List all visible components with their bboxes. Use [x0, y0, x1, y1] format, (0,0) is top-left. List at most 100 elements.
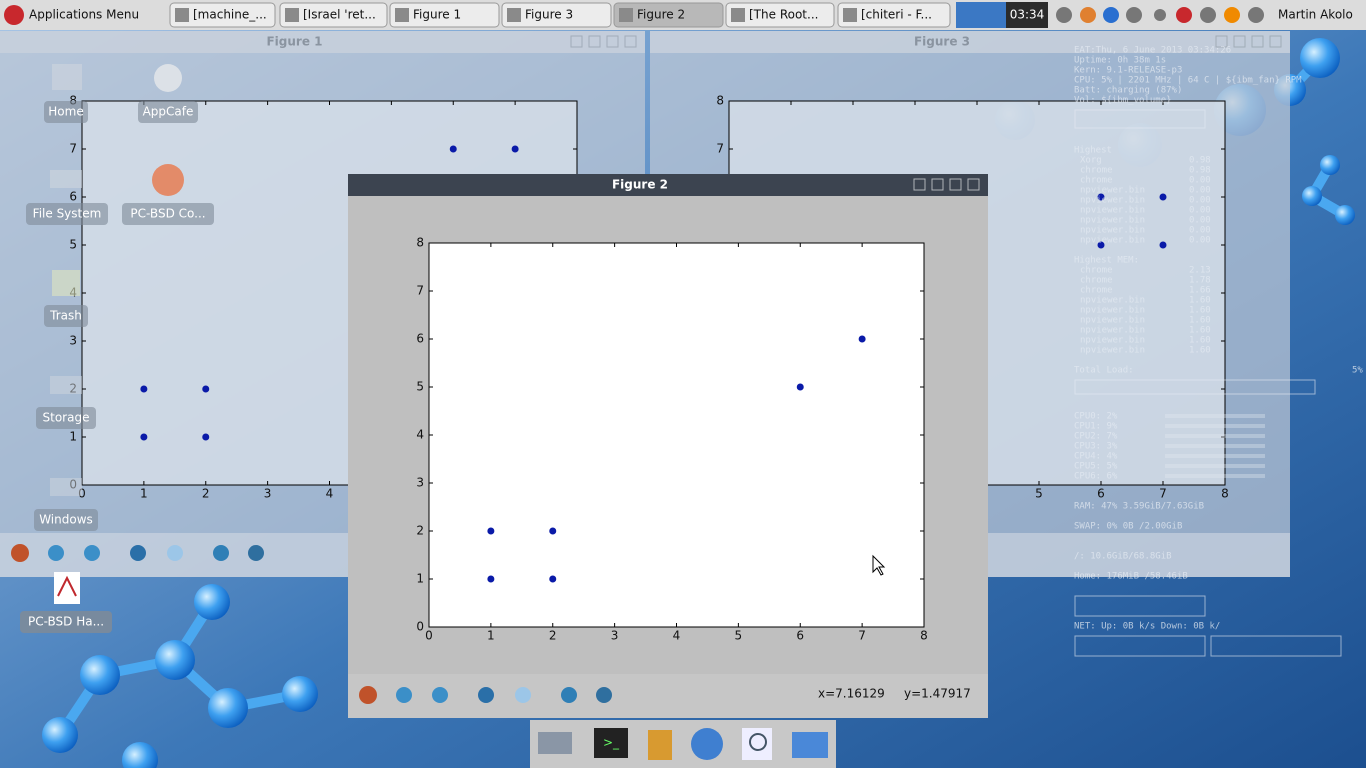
conky-text: CPU2: 7% [1074, 432, 1118, 442]
conky-text: CPU: 5% | 2201 MHz | 64 C | ${ibm_fan} R… [1074, 76, 1302, 86]
title-bar [0, 31, 645, 53]
conky-text: Uptime: 0h 38m 1s [1074, 56, 1166, 66]
y-tick-label: 0 [416, 620, 424, 634]
icon-label[interactable]: Storage [43, 411, 90, 425]
conky-text: 1.60 [1189, 306, 1211, 316]
conky-text: 0.00 [1189, 216, 1211, 226]
toolbar-button[interactable] [48, 545, 64, 561]
task-label[interactable]: Figure 1 [413, 8, 461, 22]
toolbar-button[interactable] [561, 687, 577, 703]
task-label[interactable]: [chiteri - F... [861, 8, 932, 22]
y-tick-label: 8 [716, 94, 724, 108]
conky-text: 0.00 [1189, 196, 1211, 206]
task-label[interactable]: [The Root... [749, 8, 818, 22]
title-button[interactable] [913, 178, 926, 191]
task-button[interactable] [613, 2, 724, 28]
toolbar-button[interactable] [84, 545, 100, 561]
user-name[interactable]: Martin Akolo [1278, 8, 1353, 22]
conky-text: CPU3: 3% [1074, 442, 1118, 452]
title-button[interactable] [1269, 35, 1282, 48]
title-button[interactable] [1251, 35, 1264, 48]
conky-text: npviewer.bin [1080, 226, 1145, 236]
applications-menu[interactable]: Applications Menu [29, 8, 139, 22]
conky-text: npviewer.bin [1080, 186, 1145, 196]
title-button[interactable] [1233, 35, 1246, 48]
conky-text: 1.60 [1189, 316, 1211, 326]
task-button[interactable] [169, 2, 276, 28]
conky-graph [1074, 595, 1206, 617]
task-label[interactable]: [machine_... [193, 8, 267, 22]
task-label[interactable]: Figure 3 [525, 8, 573, 22]
task-icon [731, 8, 745, 22]
title-button[interactable] [967, 178, 980, 191]
toolbar-button[interactable] [596, 687, 612, 703]
task-icon [507, 8, 521, 22]
y-tick-label: 4 [416, 428, 424, 442]
data-point [140, 385, 148, 393]
y-tick-label: 8 [416, 236, 424, 250]
icon-label[interactable]: AppCafe [143, 105, 194, 119]
data-point [511, 145, 519, 153]
conky-text: npviewer.bin [1080, 216, 1145, 226]
conky-text: Highest MEM: [1074, 256, 1139, 266]
toolbar-button[interactable] [478, 687, 494, 703]
icon-label[interactable]: Trash [49, 309, 82, 323]
conky-text: npviewer.bin [1080, 306, 1145, 316]
data-point [1159, 193, 1167, 201]
conky-text: 0.00 [1189, 206, 1211, 216]
conky-text: npviewer.bin [1080, 236, 1145, 246]
task-button[interactable] [837, 2, 951, 28]
x-tick-label: 8 [920, 629, 928, 643]
title-button[interactable] [588, 35, 601, 48]
x-tick-label: 4 [673, 629, 681, 643]
x-tick-label: 6 [796, 629, 804, 643]
task-button[interactable] [725, 2, 835, 28]
conky-text: npviewer.bin [1080, 206, 1145, 216]
conky-text: CPU6: 6% [1074, 472, 1118, 482]
task-button[interactable] [389, 2, 500, 28]
title-button[interactable] [931, 178, 944, 191]
toolbar-button[interactable] [432, 687, 448, 703]
title-button[interactable] [606, 35, 619, 48]
x-tick-label: 8 [1221, 487, 1229, 501]
conky-text: 0.00 [1189, 186, 1211, 196]
toolbar-button[interactable] [359, 686, 377, 704]
window-title: Figure 3 [914, 35, 970, 49]
x-tick-label: 5 [735, 629, 743, 643]
icon-label[interactable]: Home [48, 105, 83, 119]
data-point [487, 575, 495, 583]
cpu-bar [1165, 454, 1265, 458]
toolbar-button[interactable] [248, 545, 264, 561]
title-button[interactable] [624, 35, 637, 48]
icon-label[interactable]: PC-BSD Co... [130, 207, 205, 221]
toolbar-button[interactable] [11, 544, 29, 562]
toolbar-button[interactable] [515, 687, 531, 703]
y-tick-label: 7 [716, 142, 724, 156]
x-tick-label: 1 [140, 487, 148, 501]
toolbar-button[interactable] [167, 545, 183, 561]
task-button[interactable] [501, 2, 612, 28]
figure-2-window[interactable]: Figure 2 0 1 2 3 4 5 6 7 8 0 1 2 3 4 5 6 7 8 x=7.16129 y=1.4… [348, 174, 988, 718]
conky-text: RAM: 47% 3.59GiB/7.63GiB [1074, 502, 1204, 512]
title-button[interactable] [949, 178, 962, 191]
title-button[interactable] [1215, 35, 1228, 48]
plot-area [428, 242, 925, 628]
data-point [202, 433, 210, 441]
icon-label[interactable]: Windows [39, 513, 93, 527]
icon-label[interactable]: File System [33, 207, 102, 221]
status-x: x=7.16129 [818, 687, 885, 701]
conky-text: Highest [1074, 146, 1112, 156]
toolbar-button[interactable] [396, 687, 412, 703]
toolbar-button[interactable] [130, 545, 146, 561]
data-point [1097, 193, 1105, 201]
conky-text: /: 10.6GiB/68.8GiB [1074, 552, 1172, 562]
task-label[interactable]: [Israel 'ret... [303, 8, 376, 22]
toolbar-button[interactable] [213, 545, 229, 561]
task-label[interactable]: Figure 2 [637, 8, 685, 22]
title-button[interactable] [570, 35, 583, 48]
conky-text: CPU5: 5% [1074, 462, 1118, 472]
y-tick-label: 8 [69, 94, 77, 108]
task-button[interactable] [279, 2, 388, 28]
icon-label[interactable]: PC-BSD Ha... [28, 615, 104, 629]
